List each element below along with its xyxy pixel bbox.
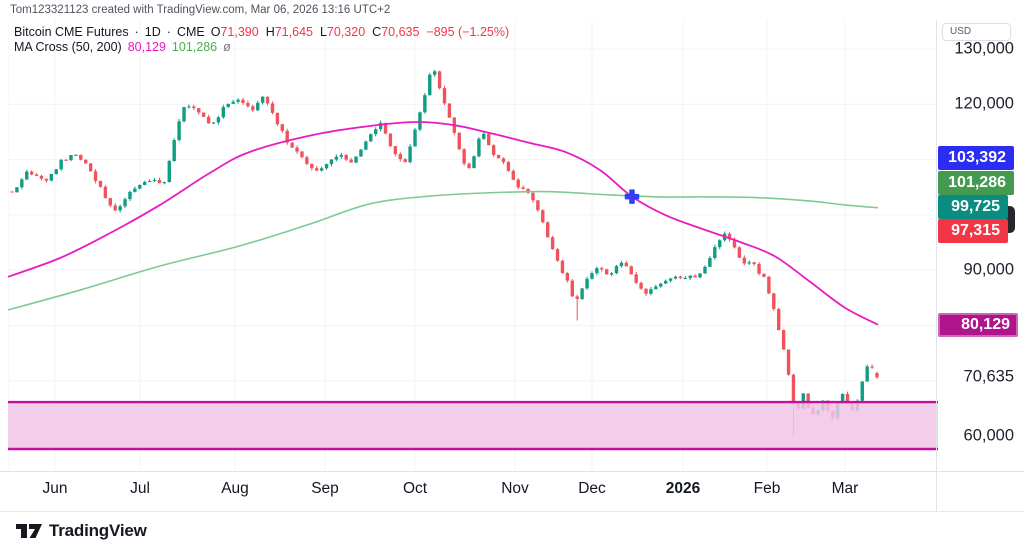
time-axis-label: 2026 (665, 480, 701, 497)
high-value: H71,645 (265, 25, 313, 39)
price-axis-label: 130,000 (954, 39, 1014, 58)
time-axis[interactable]: Jun Jul Aug Sep Oct Nov Dec 2026 Feb Mar (0, 471, 1024, 511)
ma-suffix: ø (223, 40, 231, 54)
ma200-value: 101,286 (171, 40, 218, 54)
ma50-value: 80,129 (127, 40, 166, 54)
symbol-title: Bitcoin CME Futures (14, 25, 129, 39)
current-price-label: 70,635 (963, 367, 1014, 386)
timeframe-label: 1D (144, 25, 161, 39)
chart-legend: Bitcoin CME Futures · 1D · CME O71,390 H… (14, 25, 509, 55)
time-axis-label: Feb (753, 480, 781, 497)
brand-name: TradingView (49, 521, 147, 540)
price-chart-canvas[interactable] (0, 0, 1024, 520)
ohlc-values: O71,390 H71,645 L70,320 C70,635 −895 (−1… (211, 25, 509, 40)
price-axis-separator (936, 20, 937, 511)
legend-symbol-row[interactable]: Bitcoin CME Futures · 1D · CME O71,390 H… (14, 25, 509, 40)
time-axis-label: Jun (42, 480, 68, 497)
close-value: C70,635 (372, 25, 420, 39)
ma200-line (8, 190, 879, 311)
time-axis-label: Sep (311, 480, 339, 497)
time-axis-label: Oct (402, 480, 428, 497)
widget-bottom-border (0, 511, 1024, 512)
exchange-label: CME (176, 25, 205, 39)
ma-cross-marker (624, 189, 640, 204)
ma-cross-title: MA Cross (50, 200) (14, 40, 122, 54)
price-label-pill: 97,315 (938, 219, 1008, 243)
currency-button[interactable]: USD (942, 23, 1011, 41)
tradingview-logo-icon (16, 524, 42, 538)
price-label-pill: 99,725 (938, 195, 1008, 219)
time-axis-label: Dec (578, 480, 606, 497)
time-axis-label: Nov (501, 480, 529, 497)
price-label-pill: 101,286 (938, 171, 1014, 195)
price-axis-label: 60,000 (963, 426, 1014, 445)
legend-separator: · (166, 25, 171, 39)
time-axis-label: Aug (221, 480, 249, 497)
ma50-line (8, 121, 879, 326)
price-axis-label: 90,000 (963, 260, 1014, 279)
brand-footer[interactable]: TradingView (16, 521, 147, 541)
time-axis-separator (0, 471, 1024, 472)
legend-separator: · (134, 25, 139, 39)
attribution-text: Tom123321123 created with TradingView.co… (10, 4, 391, 16)
change-value: −895 (−1.25%) (426, 25, 510, 39)
low-value: L70,320 (319, 25, 366, 39)
legend-indicator-row[interactable]: MA Cross (50, 200) 80,129 101,286 ø (14, 40, 509, 55)
open-value: O71,390 (210, 25, 259, 39)
price-label-pill: 103,392 (938, 146, 1014, 170)
price-axis-label: 120,000 (954, 94, 1014, 113)
price-axis[interactable]: USD 130,000 120,000 90,000 60,000 70,635 103,… (937, 20, 1024, 471)
price-label-pill: 80,129 (938, 313, 1018, 337)
time-axis-label: Jul (130, 480, 150, 497)
time-axis-label: Mar (831, 480, 859, 497)
